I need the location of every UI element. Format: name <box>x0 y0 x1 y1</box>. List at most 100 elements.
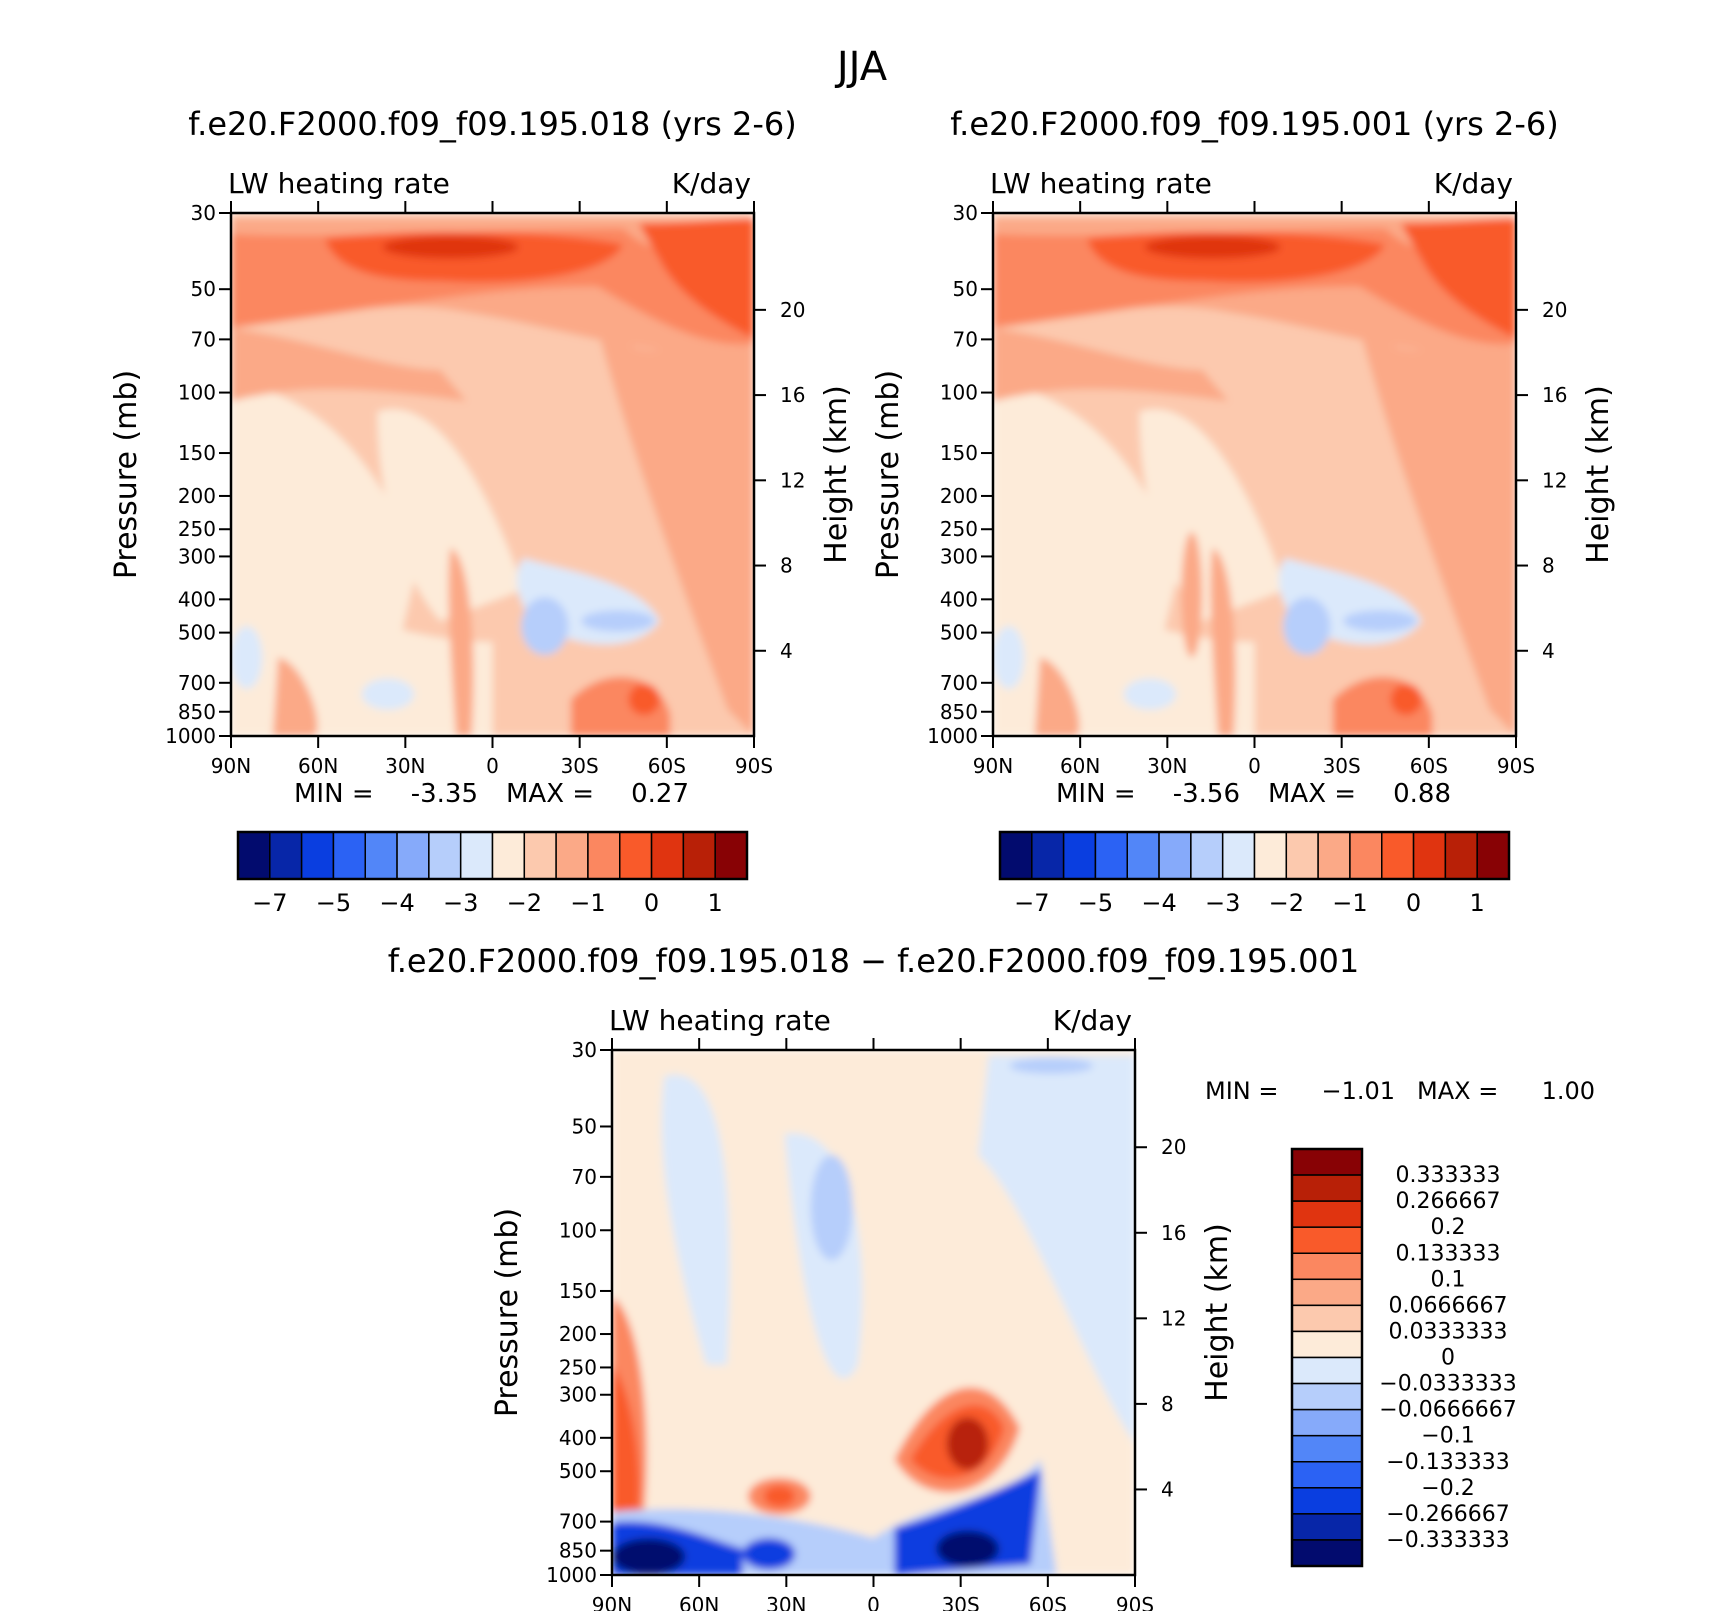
panel-3-xtick-label: 90N <box>592 1593 632 1611</box>
panel-3-ytick-right-label: 8 <box>1161 1392 1174 1416</box>
panel-3-colorbar-swatch <box>1291 1278 1363 1307</box>
panel-2-colorbar-swatch <box>1349 831 1383 880</box>
panel-1-colorbar-label: 1 <box>708 889 723 917</box>
panel-3-ytick-label: 150 <box>559 1279 597 1303</box>
panel-2-colorbar-swatch <box>1158 831 1192 880</box>
panel-2-min-label: MIN = <box>1056 779 1136 809</box>
panel-2-xtick-label: 90N <box>973 754 1013 778</box>
panel-2-colorbar-swatch <box>1285 831 1319 880</box>
panel-1-ytick-label: 1000 <box>165 724 216 748</box>
panel-2-xtick-label: 60N <box>1060 754 1100 778</box>
panel-2-colorbar-frame <box>998 830 1511 881</box>
panel-1-ylabel-right: Height (km) <box>819 385 854 564</box>
panel-2-max-value: 0.88 <box>1393 779 1451 809</box>
panel-1-colorbar-swatch <box>428 831 462 880</box>
panel-3-colorbar: 0.3333330.2666670.20.1333330.10.06666670… <box>1290 1147 1517 1568</box>
panel-3-xtick-label: 60N <box>679 1593 719 1611</box>
panel-3-ytick-label: 100 <box>559 1218 597 1242</box>
panel-2-colorbar-swatch <box>1031 831 1065 880</box>
panel-3-colorbar-swatch <box>1291 1487 1363 1515</box>
panel-3-colorbar-label: −0.266667 <box>1386 1502 1509 1527</box>
panel-3-colorbar-swatch <box>1291 1434 1363 1463</box>
panel-1-ytick-right-label: 16 <box>780 383 805 407</box>
panel-1-colorbar-swatch <box>269 831 303 880</box>
panel-1-colorbar-frame <box>236 830 749 881</box>
panel-3-ytick-label: 850 <box>559 1539 597 1563</box>
panel-2-ytick-label: 200 <box>940 484 978 508</box>
panel-2-xtick-label: 90S <box>1497 754 1535 778</box>
panel-1-xtick-label: 0 <box>486 754 499 778</box>
panel-3-colorbar-swatch <box>1291 1461 1363 1489</box>
panel-3: f.e20.F2000.f09_f09.195.018 − f.e20.F200… <box>388 942 1595 1611</box>
panel-3-xtick-label: 30S <box>942 1593 980 1611</box>
panel-1-ytick-label: 30 <box>191 201 216 225</box>
panel-3-xtick-label: 30N <box>766 1593 806 1611</box>
panel-1-colorbar-label: −2 <box>507 889 542 917</box>
panel-3-colorbar-label: 0.1 <box>1431 1267 1466 1292</box>
panel-1-ytick-label: 300 <box>178 544 216 568</box>
panel-2-colorbar-swatch <box>1317 831 1351 880</box>
panel-3-colorbar-label: 0.0333333 <box>1389 1319 1508 1344</box>
panel-1-colorbar-swatch <box>523 831 557 880</box>
panel-1-xtick-label: 90N <box>211 754 251 778</box>
panel-2-colorbar-swatch <box>1062 831 1097 880</box>
panel-1-min-value: -3.35 <box>411 779 478 809</box>
panel-3-ytick-label: 250 <box>559 1355 597 1379</box>
panel-1-min-label: MIN = <box>294 779 374 809</box>
panel-1-colorbar-label: −1 <box>570 889 605 917</box>
panel-1-variable-label: LW heating rate <box>228 167 450 200</box>
panel-3-colorbar-label: 0.333333 <box>1396 1163 1501 1188</box>
panel-3-colorbar-label: −0.0666667 <box>1379 1398 1516 1423</box>
panel-1-ytick-label: 250 <box>178 517 216 541</box>
panel-2-ytick-label: 400 <box>940 587 978 611</box>
panel-2-xtick-label: 30N <box>1147 754 1187 778</box>
panel-3-colorbar-frame <box>1290 1147 1364 1568</box>
panel-1: f.e20.F2000.f09_f09.195.018 (yrs 2-6) LW … <box>109 105 854 917</box>
panel-3-colorbar-swatch <box>1291 1252 1363 1281</box>
panel-3-colorbar-swatch <box>1291 1539 1363 1567</box>
panel-2-colorbar-swatch <box>1221 831 1256 880</box>
panel-3-max-label: MAX = <box>1417 1077 1498 1105</box>
panel-2-variable-label: LW heating rate <box>990 167 1212 200</box>
panel-2-field <box>993 213 1516 736</box>
panel-1-colorbar-label: −4 <box>379 889 414 917</box>
panel-2-ytick-label: 1000 <box>927 724 978 748</box>
panel-1-colorbar-swatch <box>396 831 430 880</box>
panel-2-colorbar-label: −2 <box>1269 889 1304 917</box>
panel-1-ytick-right-label: 8 <box>780 554 793 578</box>
panel-3-colorbar-label: −0.1 <box>1421 1424 1474 1449</box>
panel-1-ytick-label: 850 <box>178 700 216 724</box>
panel-2-ytick-label: 100 <box>940 381 978 405</box>
panel-3-ytick-right-label: 12 <box>1161 1306 1186 1330</box>
panel-3-ytick-label: 1000 <box>546 1563 597 1587</box>
panel-1-colorbar-swatch <box>587 831 621 880</box>
panel-3-colorbar-label: −0.0333333 <box>1379 1372 1516 1397</box>
panel-2-colorbar-swatch <box>1094 831 1128 880</box>
panel-2-colorbar-label: −7 <box>1014 889 1049 917</box>
panel-2-ytick-label: 150 <box>940 441 978 465</box>
panel-3-colorbar-label: 0.133333 <box>1396 1241 1501 1266</box>
panel-1-xtick-label: 30S <box>561 754 599 778</box>
panel-3-ytick-label: 30 <box>572 1038 597 1062</box>
panel-2-colorbar-swatch <box>1126 831 1160 880</box>
panel-2-xtick-label: 60S <box>1410 754 1448 778</box>
panel-2-max-label: MAX = <box>1268 779 1356 809</box>
panel-3-ytick-right-label: 20 <box>1161 1135 1186 1159</box>
panel-2-ytick-right-label: 4 <box>1542 639 1555 663</box>
panel-1-colorbar-swatch <box>459 831 494 880</box>
panel-1-colorbar-swatch <box>237 831 271 880</box>
panel-3-xtick-label: 90S <box>1116 1593 1154 1611</box>
panel-2-colorbar-label: −3 <box>1205 889 1240 917</box>
panel-1-ytick-label: 200 <box>178 484 216 508</box>
panel-3-colorbar-swatch <box>1291 1513 1363 1541</box>
panel-1-ytick-right-label: 4 <box>780 639 793 663</box>
panel-3-min-value: −1.01 <box>1321 1077 1395 1105</box>
panel-3-colorbar-label: 0.266667 <box>1396 1189 1501 1214</box>
panel-2-ytick-right-label: 16 <box>1542 383 1567 407</box>
panel-1-colorbar-label: −7 <box>252 889 287 917</box>
panel-3-ytick-label: 300 <box>559 1383 597 1407</box>
panel-2-colorbar-label: −1 <box>1332 889 1367 917</box>
panel-2-min-value: -3.56 <box>1173 779 1240 809</box>
panel-2-colorbar-label: −4 <box>1141 889 1176 917</box>
panel-1-colorbar-swatch <box>714 831 748 880</box>
